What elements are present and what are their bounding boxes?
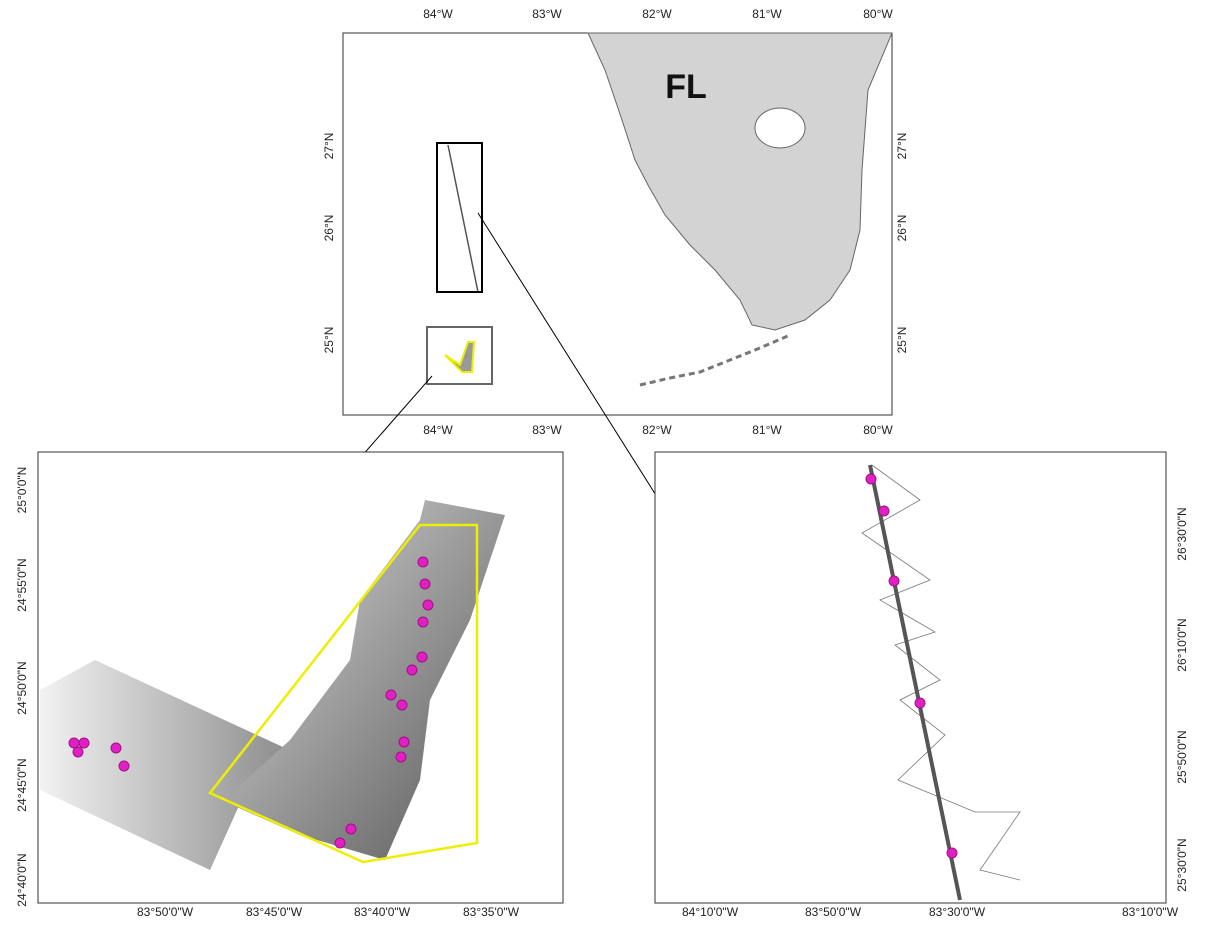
tick-label: 83°10'0"W: [1122, 905, 1179, 919]
tick-label: 26°N: [322, 215, 336, 242]
tick-label: 26°N: [895, 215, 909, 242]
tick-label: 24°45'0"N: [15, 758, 29, 811]
tick-label: 84°W: [423, 423, 453, 437]
tick-label: 83°W: [532, 423, 562, 437]
tick-label: 83°40'0"W: [354, 905, 411, 919]
tick-label: 81°W: [752, 7, 782, 21]
tick-label: 84°W: [423, 7, 453, 21]
tick-label: 26°10'0"N: [1175, 618, 1189, 671]
tick-label: 84°10'0"W: [682, 905, 739, 919]
tick-label: 25°0'0"N: [15, 467, 29, 514]
tick-label: 83°35'0"W: [463, 905, 520, 919]
figure: FL 84°W 83°W 82°W 81°W 80°W 84°W 83°W 82…: [0, 0, 1207, 922]
tick-label: 83°50'0"W: [137, 905, 194, 919]
tick-label: 83°30'0"W: [929, 905, 986, 919]
tick-label: 25°N: [895, 327, 909, 354]
tick-label: 80°W: [863, 423, 893, 437]
tick-label: 26°30'0"N: [1175, 507, 1189, 560]
inset-left: 83°50'0"W 83°45'0"W 83°40'0"W 83°35'0"W …: [15, 452, 563, 919]
tick-label: 25°50'0"N: [1175, 730, 1189, 783]
tick-label: 83°W: [532, 7, 562, 21]
tick-label: 83°50'0"W: [805, 905, 862, 919]
tick-label: 82°W: [642, 423, 672, 437]
overview-map: FL 84°W 83°W 82°W 81°W 80°W 84°W 83°W 82…: [322, 7, 909, 437]
tick-label: 24°40'0"N: [15, 853, 29, 906]
tick-label: 24°55'0"N: [15, 558, 29, 611]
state-label: FL: [665, 68, 707, 106]
tick-label: 27°N: [895, 133, 909, 160]
tick-label: 83°45'0"W: [246, 905, 303, 919]
tick-label: 80°W: [863, 7, 893, 21]
tick-label: 81°W: [752, 423, 782, 437]
tick-label: 82°W: [642, 7, 672, 21]
tick-label: 25°N: [322, 327, 336, 354]
tick-label: 24°50'0"N: [15, 661, 29, 714]
tick-label: 27°N: [322, 133, 336, 160]
inset-right: 84°10'0"W 83°50'0"W 83°30'0"W 83°10'0"W …: [655, 452, 1189, 919]
tick-label: 25°30'0"N: [1175, 838, 1189, 891]
